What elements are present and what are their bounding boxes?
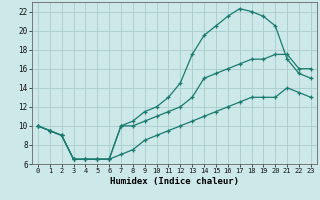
- X-axis label: Humidex (Indice chaleur): Humidex (Indice chaleur): [110, 177, 239, 186]
